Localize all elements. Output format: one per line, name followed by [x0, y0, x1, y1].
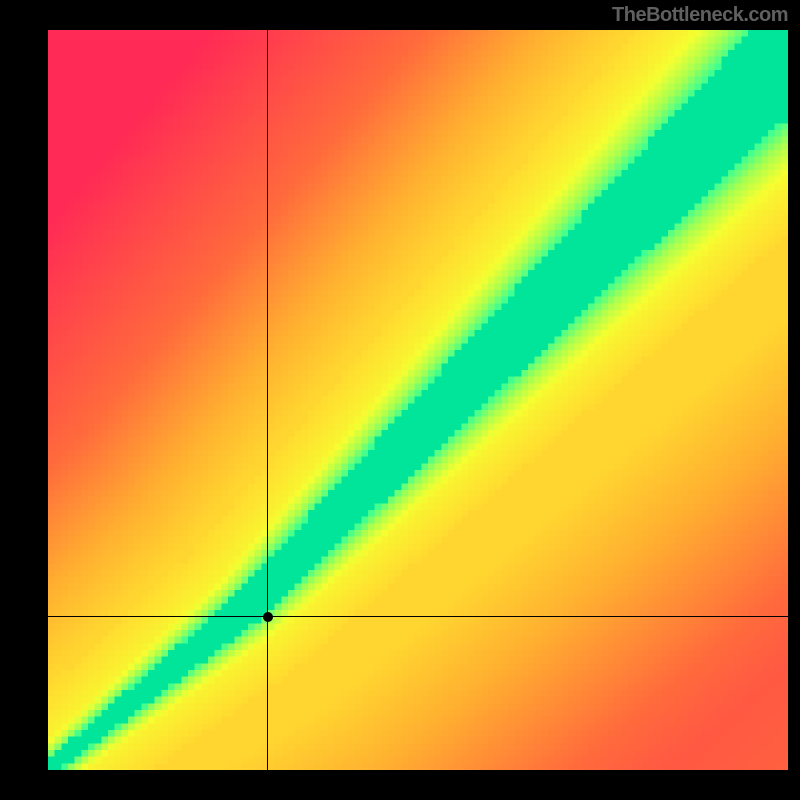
selection-marker: [263, 612, 273, 622]
bottleneck-heatmap: [48, 30, 788, 770]
watermark-text: TheBottleneck.com: [612, 4, 788, 27]
crosshair-vertical: [267, 30, 268, 770]
crosshair-horizontal: [48, 616, 788, 617]
chart-container: { "watermark": "TheBottleneck.com", "plo…: [0, 0, 800, 800]
